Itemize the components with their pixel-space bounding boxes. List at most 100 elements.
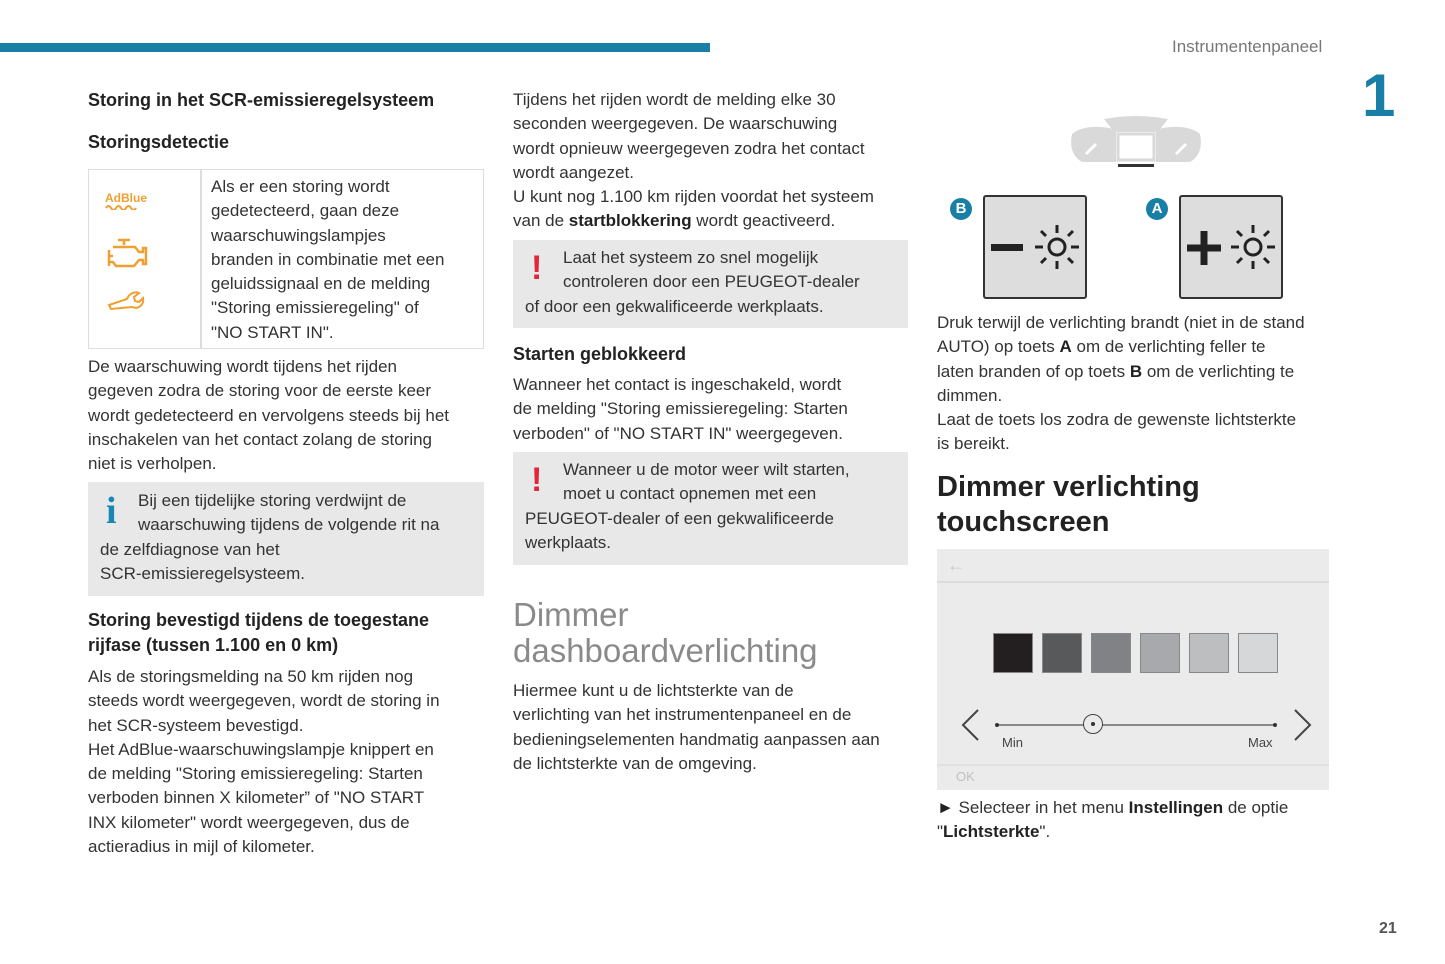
text-line: "Lichtsterkte".	[937, 820, 1288, 844]
back-arrow-icon[interactable]: ←	[947, 555, 965, 575]
text-bold: startblokkering	[568, 211, 692, 231]
text-line: Hiermee kunt u de lichtsterkte van de	[513, 681, 794, 700]
slider-max-dot	[1273, 723, 1277, 727]
info-text: Bij een tijdelijke storing verdwijnt de w…	[100, 489, 439, 586]
warning-text-1: Laat het systeem zo snel mogelijk control…	[525, 246, 860, 319]
next-chevron-icon[interactable]	[1293, 708, 1313, 742]
text-line: actieradius in mijl of kilometer.	[88, 837, 315, 857]
text-segment: laten branden of op toets	[937, 361, 1130, 381]
col2-para2: Wanneer het contact is ingeschakeld, wor…	[513, 373, 848, 446]
text-line: Wanneer u de motor weer wilt starten,	[563, 460, 850, 479]
text-line: de melding "Storing emissieregeling: Sta…	[88, 764, 423, 784]
text-line: Laat de toets los zodra de gewenste lich…	[937, 408, 1305, 432]
dimmer-button-b[interactable]: B	[945, 195, 1090, 300]
brightness-swatch[interactable]	[1042, 633, 1082, 673]
text-bold: Instellingen	[1128, 798, 1224, 817]
text-line: Druk terwijl de verlichting brandt (niet…	[937, 311, 1305, 335]
text-line: PEUGEOT-dealer of een gekwalificeerde	[525, 508, 834, 528]
screen-divider-top	[937, 581, 1329, 583]
text-line: branden in combinatie met een	[211, 249, 445, 269]
text-bold: A	[1059, 337, 1072, 357]
brightness-swatch[interactable]	[1189, 633, 1229, 673]
minus-brightness-key[interactable]	[983, 195, 1087, 299]
text-line: Tijdens het rijden wordt de melding elke…	[513, 90, 836, 109]
text-line: "NO START IN".	[211, 322, 334, 342]
brightness-swatch[interactable]	[1140, 633, 1180, 673]
col1-heading2: Storing bevestigd tijdens de toegestane r…	[88, 608, 429, 657]
col2-para1: Tijdens het rijden wordt de melding elke…	[513, 88, 874, 234]
dimmer-button-a[interactable]: A	[1141, 195, 1286, 300]
text-segment: Laat de toets los zodra de gewenste lich…	[937, 410, 1297, 430]
table-text: Als er een storing wordt gedetecteerd, ga…	[211, 175, 444, 345]
text-line: geluidssignaal en de melding	[211, 274, 431, 294]
text-line: laten branden of op toets B om de verlic…	[937, 360, 1305, 384]
adblue-icon: AdBlue	[105, 192, 147, 210]
text-line: Dimmer verlichting	[937, 471, 1200, 503]
text-line: bedieningselementen handmatig aanpassen …	[513, 729, 880, 749]
text-segment: is bereikt.	[937, 434, 1010, 454]
col1-subtitle: Storingsdetectie	[88, 132, 230, 152]
text-line: het SCR-systeem bevestigd.	[88, 715, 304, 735]
brightness-swatch[interactable]	[1238, 633, 1278, 673]
text-line: dashboardverlichting	[513, 632, 818, 669]
service-wrench-icon	[107, 291, 145, 311]
text-line: U kunt nog 1.100 km rijden voordat het s…	[513, 187, 874, 207]
info-box: i Bij een tijdelijke storing verdwijnt d…	[88, 482, 484, 596]
text-line: van de startblokkering wordt geactiveerd…	[513, 209, 874, 233]
col2-para3: Hiermee kunt u de lichtsterkte van de ver…	[513, 679, 880, 776]
text-line: is bereikt.	[937, 432, 1305, 456]
slider-thumb[interactable]	[1083, 714, 1104, 734]
exclamation-icon: !	[531, 461, 543, 499]
text-segment: om de verlichting te	[1142, 361, 1295, 381]
adblue-label: AdBlue	[105, 191, 147, 205]
plus-icon	[1187, 231, 1221, 265]
col2-para1-lines: Tijdens het rijden wordt de melding elke…	[513, 88, 874, 209]
brightness-swatch[interactable]	[1091, 633, 1131, 673]
text-line: dimmen.	[937, 384, 1305, 408]
col1-para1: De waarschuwing wordt tijdens het rijden…	[88, 355, 449, 476]
warning-text-2: Wanneer u de motor weer wilt starten, moe…	[525, 458, 850, 555]
text-line: Het AdBlue-waarschuwingslampje knippert …	[88, 739, 434, 759]
plus-brightness-key[interactable]	[1179, 195, 1283, 299]
text-segment: wordt geactiveerd.	[691, 211, 836, 231]
text-bold: B	[1129, 361, 1143, 381]
text-line: touchscreen	[937, 506, 1110, 538]
section-header: Instrumentenpaneel	[1172, 37, 1323, 56]
header-accent-bar	[0, 43, 710, 52]
text-line: waarschuwingslampjes	[211, 225, 386, 245]
text-line: controleren door een PEUGEOT-dealer	[563, 272, 860, 292]
instrument-cluster-illustration	[1071, 116, 1201, 167]
col3-section-title: Dimmer verlichting touchscreen	[937, 470, 1200, 540]
warning-lamp-table: AdBlue Als er een storing wordt gedetecte…	[88, 169, 484, 349]
brightness-slider[interactable]	[995, 714, 1277, 734]
text-line: moet u contact opnemen met een	[563, 484, 817, 504]
text-line: wordt gedetecteerd en vervolgens steeds …	[88, 405, 450, 425]
text-line: INX kilometer" wordt weergegeven, dus de	[88, 812, 410, 832]
text-line: verlichting van het instrumentenpaneel e…	[513, 705, 852, 725]
slider-min-label: Min	[1002, 735, 1023, 750]
text-line: Laat het systeem zo snel mogelijk	[563, 248, 819, 267]
page-number: 21	[1379, 920, 1397, 937]
text-line: de melding "Storing emissieregeling: Sta…	[513, 399, 848, 419]
screen-divider-bottom	[937, 764, 1329, 766]
previous-chevron-icon[interactable]	[960, 708, 980, 742]
warning-box-2: ! Wanneer u de motor weer wilt starten, m…	[513, 452, 908, 565]
text-bold: Lichtsterkte	[943, 822, 1040, 842]
text-line: Bij een tijdelijke storing verdwijnt de	[138, 491, 407, 510]
col2-heading: Starten geblokkeerd	[513, 344, 687, 364]
text-line: inschakelen van het contact zolang de st…	[88, 429, 433, 449]
brightness-swatch[interactable]	[993, 633, 1033, 673]
chapter-number: 1	[1362, 62, 1396, 129]
text-line: of door een gekwalificeerde werkplaats.	[525, 296, 824, 316]
text-line: verboden binnen X kilometer” of "NO STAR…	[88, 788, 425, 808]
ok-button[interactable]: OK	[956, 769, 975, 784]
text-segment: "	[937, 822, 944, 842]
slider-min-dot	[995, 723, 999, 727]
minus-icon	[991, 244, 1023, 251]
text-line: Storing bevestigd tijdens de toegestane	[88, 610, 430, 630]
text-segment: Selecteer in het menu	[953, 798, 1129, 817]
table-divider	[200, 170, 202, 348]
instruction-bullet: ► Selecteer in het menu Instellingen de …	[937, 796, 1288, 845]
sun-icon	[1231, 225, 1275, 269]
